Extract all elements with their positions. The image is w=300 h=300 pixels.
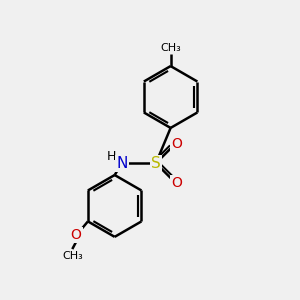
Text: O: O [171, 176, 182, 190]
Text: O: O [171, 136, 182, 151]
Text: O: O [71, 228, 82, 242]
Text: CH₃: CH₃ [62, 250, 83, 261]
Text: S: S [151, 156, 161, 171]
Text: N: N [116, 156, 128, 171]
Text: CH₃: CH₃ [160, 43, 181, 53]
Text: H: H [107, 150, 116, 163]
